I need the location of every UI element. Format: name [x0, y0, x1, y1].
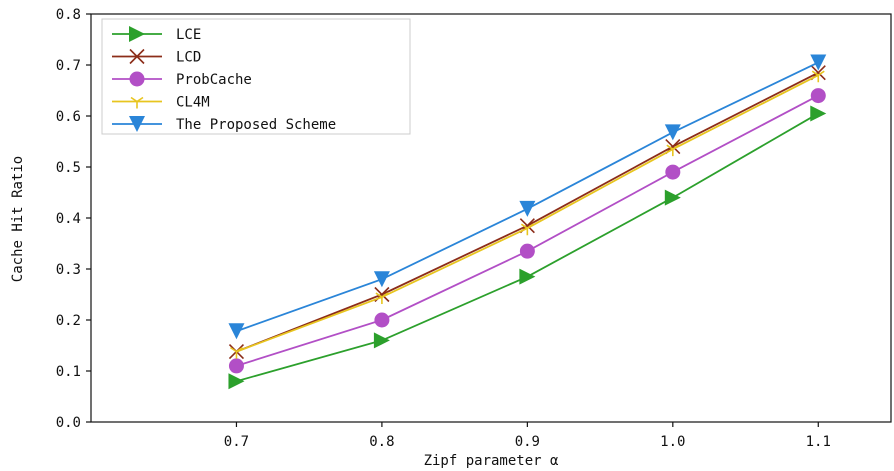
legend-marker [129, 116, 145, 132]
legend-entry: CL4M [112, 95, 210, 111]
series-3 [230, 70, 825, 359]
data-point [374, 312, 390, 328]
data-point [228, 358, 244, 374]
data-point [666, 144, 680, 157]
data-point [810, 105, 827, 122]
data-point [810, 88, 826, 104]
y-axis-title: Cache Hit Ratio [10, 156, 26, 282]
data-point [373, 271, 390, 288]
y-tick-label: 0.5 [56, 160, 81, 176]
legend-label: The Proposed Scheme [176, 117, 336, 133]
series-layer [228, 54, 827, 390]
data-point [228, 373, 245, 390]
legend-box [101, 18, 411, 135]
y-tick-label: 0.0 [56, 415, 81, 431]
data-point [519, 268, 536, 285]
data-point [520, 223, 534, 236]
data-point [228, 323, 245, 340]
legend-label: LCD [176, 50, 201, 66]
y-tick-label: 0.2 [56, 313, 81, 329]
data-point [664, 124, 681, 141]
legend-label: ProbCache [176, 72, 252, 88]
y-axis: 0.0 0.1 0.2 0.3 0.4 0.5 0.6 0.7 0.8 [56, 7, 91, 431]
x-axis-title: Zipf parameter α [424, 453, 559, 469]
data-point [665, 164, 681, 180]
x-axis: 0.7 0.8 0.9 1.0 1.1 [224, 422, 831, 450]
legend-label: CL4M [176, 95, 210, 111]
series-2 [228, 88, 826, 374]
legend: LCE LCD ProbCache CL4M The Proposed Scheme [101, 18, 411, 135]
data-point [811, 70, 825, 83]
x-tick-label: 0.7 [224, 434, 249, 450]
legend-marker [129, 26, 145, 42]
x-tick-label: 1.0 [660, 434, 685, 450]
data-point [373, 332, 390, 349]
legend-entry: ProbCache [112, 71, 252, 88]
series-0 [228, 105, 827, 390]
legend-marker [129, 71, 145, 87]
legend-entry: LCE [112, 26, 201, 43]
x-tick-label: 0.9 [515, 434, 540, 450]
y-tick-label: 0.1 [56, 364, 81, 380]
y-tick-label: 0.8 [56, 7, 81, 23]
data-point [810, 54, 827, 71]
data-point [375, 292, 389, 305]
x-tick-label: 1.1 [806, 434, 831, 450]
data-point [519, 200, 536, 217]
series-4 [228, 54, 827, 340]
data-point [230, 346, 243, 359]
data-point [519, 243, 535, 259]
y-tick-label: 0.3 [56, 262, 81, 278]
legend-marker [129, 48, 145, 65]
y-tick-label: 0.7 [56, 58, 81, 74]
y-tick-label: 0.4 [56, 211, 81, 227]
legend-marker [130, 96, 144, 109]
data-point [664, 189, 681, 206]
legend-label: LCE [176, 27, 201, 43]
x-tick-label: 0.8 [369, 434, 394, 450]
legend-entry: The Proposed Scheme [112, 116, 336, 133]
legend-entry: LCD [112, 48, 201, 66]
y-tick-label: 0.6 [56, 109, 81, 125]
